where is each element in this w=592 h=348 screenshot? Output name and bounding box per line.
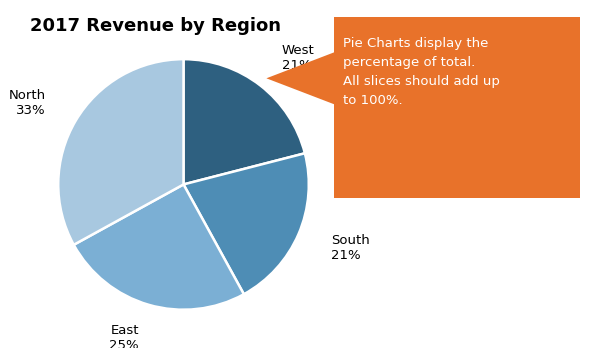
Text: East
25%: East 25% [109,324,139,348]
Text: 2017 Revenue by Region: 2017 Revenue by Region [30,17,281,35]
Text: West
21%: West 21% [282,44,314,72]
Wedge shape [184,153,309,294]
Wedge shape [74,184,244,310]
Wedge shape [58,59,184,245]
Text: North
33%: North 33% [8,89,46,117]
Text: South
21%: South 21% [331,234,369,262]
Text: Pie Charts display the
percentage of total.
All slices should add up
to 100%.: Pie Charts display the percentage of tot… [343,37,500,106]
Wedge shape [184,59,305,184]
